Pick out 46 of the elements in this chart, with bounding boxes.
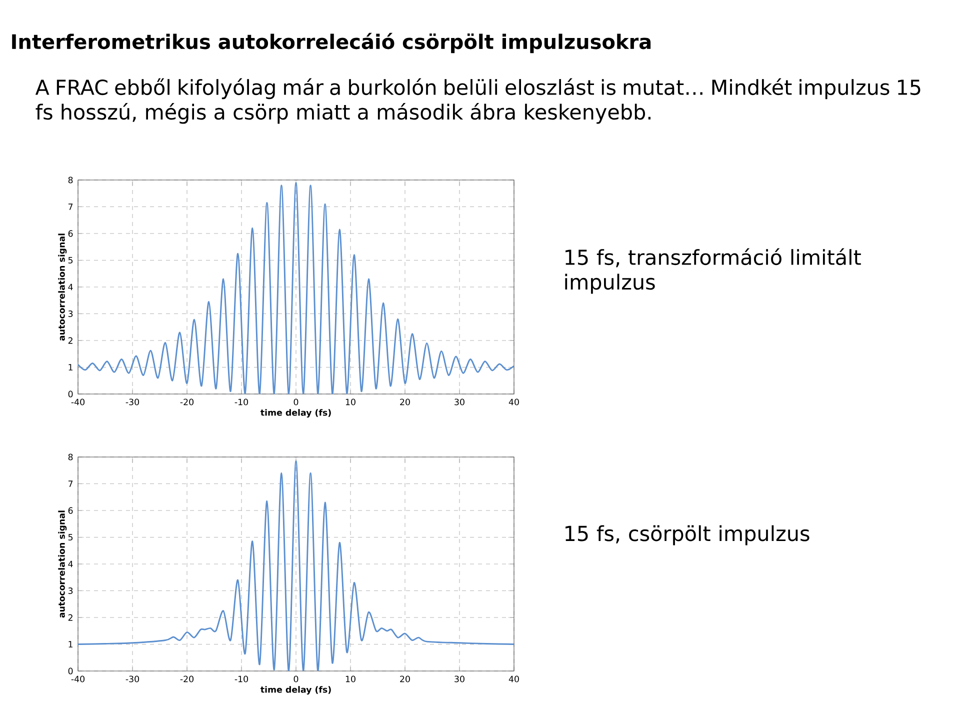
- x-tick-label: 20: [400, 676, 410, 682]
- line-series: [78, 460, 514, 671]
- x-tick-label: 40: [508, 398, 519, 406]
- x-tick-label: -30: [126, 676, 140, 682]
- x-tick-label: 10: [346, 676, 356, 682]
- x-axis-title: time delay (fs): [260, 686, 331, 695]
- x-tick-label: 20: [400, 398, 410, 406]
- y-tick-label: 7: [68, 204, 73, 210]
- x-tick-label: -20: [180, 398, 194, 406]
- x-tick-label: 0: [294, 398, 298, 406]
- y-tick-label: 6: [68, 230, 73, 237]
- line-series: [78, 182, 514, 394]
- y-tick-label: 5: [68, 534, 73, 540]
- y-tick-label: 8: [68, 454, 73, 460]
- x-tick-label: 10: [346, 398, 356, 406]
- y-tick-label: 3: [68, 587, 73, 594]
- y-tick-label: 1: [68, 364, 72, 370]
- x-tick-label: 30: [454, 676, 464, 682]
- y-tick-label: 4: [68, 284, 73, 290]
- x-tick-label: -40: [71, 398, 85, 406]
- chart-title: Interferometrikus autokorrelecáió csörpölt impulzusokra: [12, 32, 651, 54]
- y-tick-label: 5: [68, 257, 73, 264]
- x-tick-label: -10: [234, 398, 248, 406]
- x-axis-title: time delay (fs): [260, 409, 331, 418]
- chart-subtitle: A FRAC ebből kifolyólag már a burkolón belüli eloszlást is mutat… Mindkét impulzus 15 fs hosszú, mégis a csörp miatt a második ábra keskenyebb.: [35, 78, 920, 124]
- y-tick-label: 0: [68, 390, 73, 398]
- y-tick-label: 7: [68, 480, 73, 487]
- x-tick-label: -20: [180, 676, 194, 682]
- y-tick-label: 2: [68, 337, 72, 344]
- x-tick-label: -30: [126, 398, 140, 406]
- x-tick-label: -40: [71, 676, 85, 682]
- y-axis-title: autocorrelation signal: [58, 234, 67, 341]
- y-tick-label: 3: [68, 310, 73, 318]
- text: 15 fs, transzformáció limitált impulzus: [565, 248, 861, 294]
- x-tick-label: 40: [508, 676, 519, 682]
- y-tick-label: 8: [68, 176, 73, 184]
- text: 15 fs, csörpölt impulzus: [566, 525, 810, 546]
- y-tick-label: 0: [68, 668, 73, 674]
- x-tick-label: 30: [454, 398, 464, 406]
- y-tick-label: 1: [68, 641, 72, 648]
- y-tick-label: 2: [68, 614, 72, 621]
- y-axis-title: autocorrelation signal: [58, 510, 67, 618]
- y-tick-label: 4: [68, 560, 73, 568]
- y-tick-label: 6: [68, 507, 73, 514]
- x-tick-label: -10: [234, 676, 248, 682]
- x-tick-label: 0: [294, 676, 298, 682]
